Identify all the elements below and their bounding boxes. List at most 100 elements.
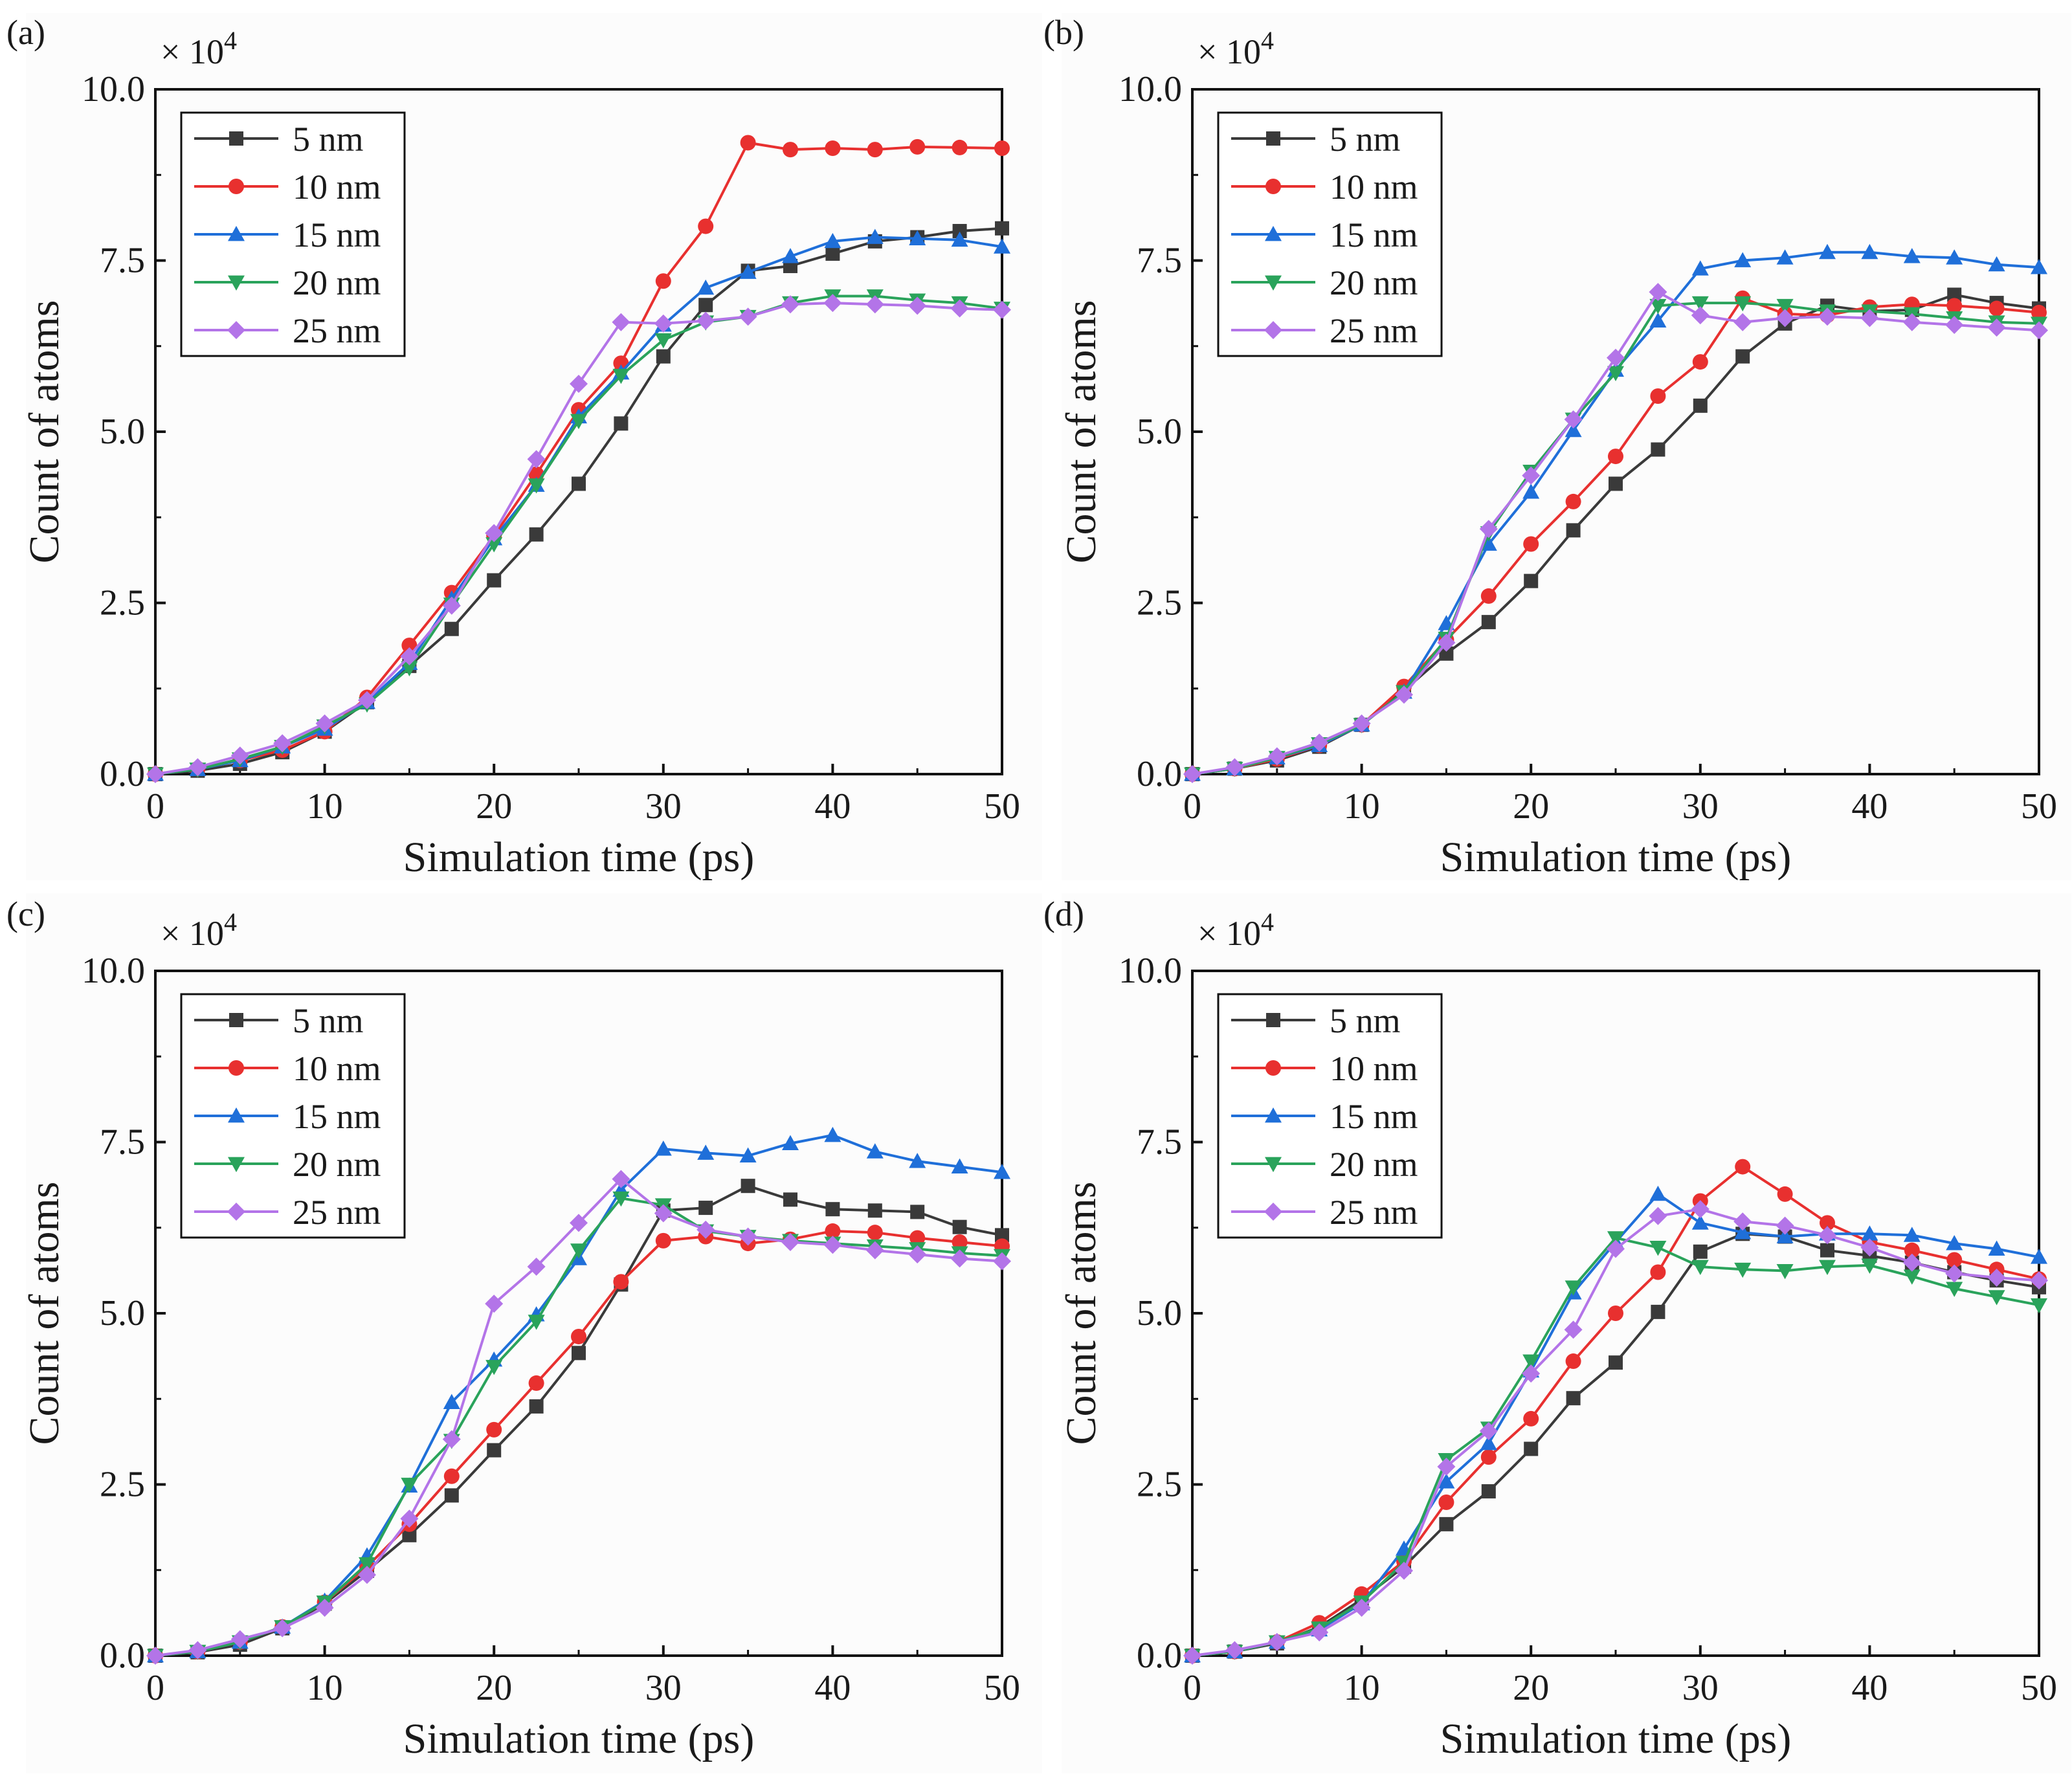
x-tick-label: 10: [307, 786, 343, 827]
data-point: [1945, 315, 1964, 334]
data-point: [1395, 685, 1413, 704]
data-point: [443, 1394, 460, 1409]
data-point: [1860, 309, 1879, 328]
data-point: [1522, 483, 1540, 499]
data-point: [1649, 1241, 1667, 1256]
x-tick-label: 50: [984, 1668, 1020, 1708]
x-tick-label: 40: [1851, 786, 1888, 827]
data-point: [1564, 410, 1583, 428]
series-20-nm: [1184, 1231, 2047, 1664]
data-point: [442, 596, 461, 615]
x-tick-label: 10: [1344, 1668, 1380, 1708]
legend-label: 15 nm: [293, 216, 381, 254]
data-point: [2031, 304, 2047, 320]
data-point: [1608, 449, 1623, 465]
x-tick-label: 50: [2021, 786, 2057, 827]
data-point: [698, 298, 713, 313]
x-tick-label: 20: [476, 786, 512, 827]
data-point: [739, 1147, 757, 1163]
data-point: [908, 296, 927, 315]
data-point: [866, 228, 884, 244]
data-point: [1904, 1242, 1920, 1258]
legend-marker: [227, 321, 245, 339]
y-tick-label: 0.0: [100, 1636, 145, 1676]
data-point: [952, 224, 967, 239]
legend-marker: [1265, 1157, 1282, 1172]
y-tick-label: 0.0: [1137, 754, 1182, 794]
panel-background: [26, 13, 1042, 880]
legend-label: 20 nm: [293, 263, 381, 302]
data-point: [824, 232, 841, 249]
data-point: [1691, 260, 1709, 276]
legend-marker: [1265, 1060, 1281, 1076]
y-tick-label: 7.5: [100, 241, 145, 281]
x-tick-label: 0: [146, 786, 164, 827]
data-point: [1860, 1238, 1879, 1257]
legend-label: 25 nm: [293, 1193, 381, 1232]
data-point: [995, 221, 1009, 236]
legend-marker: [228, 275, 245, 291]
series-25-nm: [146, 1170, 1011, 1665]
data-point: [1565, 1280, 1582, 1296]
data-point: [146, 1647, 164, 1665]
data-point: [1480, 588, 1497, 604]
data-point: [1988, 300, 2005, 317]
data-point: [1607, 1239, 1625, 1258]
y-tick-label: 2.5: [1137, 583, 1182, 623]
legend-marker: [1265, 226, 1282, 241]
legend-marker: [1266, 1013, 1280, 1027]
x-tick-label: 30: [645, 786, 682, 827]
data-point: [825, 246, 840, 261]
data-point: [1693, 398, 1708, 413]
panel-letter: (d): [1043, 894, 1084, 933]
legend-label: 15 nm: [1330, 216, 1418, 254]
y-multiplier-base: × 10: [1198, 32, 1261, 71]
y-tick-label: 5.0: [1137, 412, 1182, 452]
y-tick-label: 5.0: [100, 412, 145, 452]
series-25-nm: [1183, 283, 2048, 783]
data-point: [612, 1170, 630, 1188]
y-multiplier: × 104: [161, 26, 237, 71]
y-axis-label: Count of atoms: [1058, 1182, 1105, 1445]
data-point: [1861, 1258, 1878, 1274]
y-tick-label: 2.5: [1137, 1465, 1182, 1505]
data-point: [824, 1126, 841, 1142]
data-point: [1820, 1243, 1834, 1258]
data-point: [867, 1225, 883, 1241]
data-point: [1522, 466, 1541, 485]
data-point: [1565, 421, 1582, 438]
data-point: [1902, 1253, 1921, 1272]
data-point: [1438, 1473, 1455, 1489]
data-point: [909, 1153, 926, 1168]
data-point: [909, 1230, 926, 1246]
data-point: [994, 238, 1010, 254]
data-point: [825, 1223, 841, 1239]
data-point: [528, 1375, 544, 1391]
data-point: [910, 1205, 925, 1219]
x-tick-label: 10: [307, 1668, 343, 1708]
x-tick-label: 40: [814, 1668, 851, 1708]
data-point: [655, 1232, 671, 1249]
x-tick-label: 30: [1682, 786, 1719, 827]
data-point: [1523, 536, 1539, 552]
y-tick-label: 2.5: [100, 1465, 145, 1505]
legend-label: 10 nm: [1330, 168, 1418, 206]
data-point: [485, 1295, 504, 1313]
x-tick-label: 10: [1344, 786, 1380, 827]
series-25-nm: [1183, 1200, 2048, 1665]
data-point: [1903, 1269, 1921, 1285]
data-point: [951, 1158, 968, 1173]
y-tick-label: 5.0: [1137, 1293, 1182, 1333]
data-point: [230, 746, 249, 765]
y-tick-label: 10.0: [82, 69, 145, 109]
data-point: [1820, 1215, 1835, 1231]
data-point: [825, 1202, 840, 1217]
legend-marker: [1265, 1107, 1282, 1123]
x-tick-label: 40: [1851, 1668, 1888, 1708]
data-point: [1988, 1290, 2005, 1306]
legend-marker: [1266, 131, 1280, 146]
data-point: [908, 1245, 927, 1264]
legend-label: 25 nm: [1330, 311, 1418, 350]
